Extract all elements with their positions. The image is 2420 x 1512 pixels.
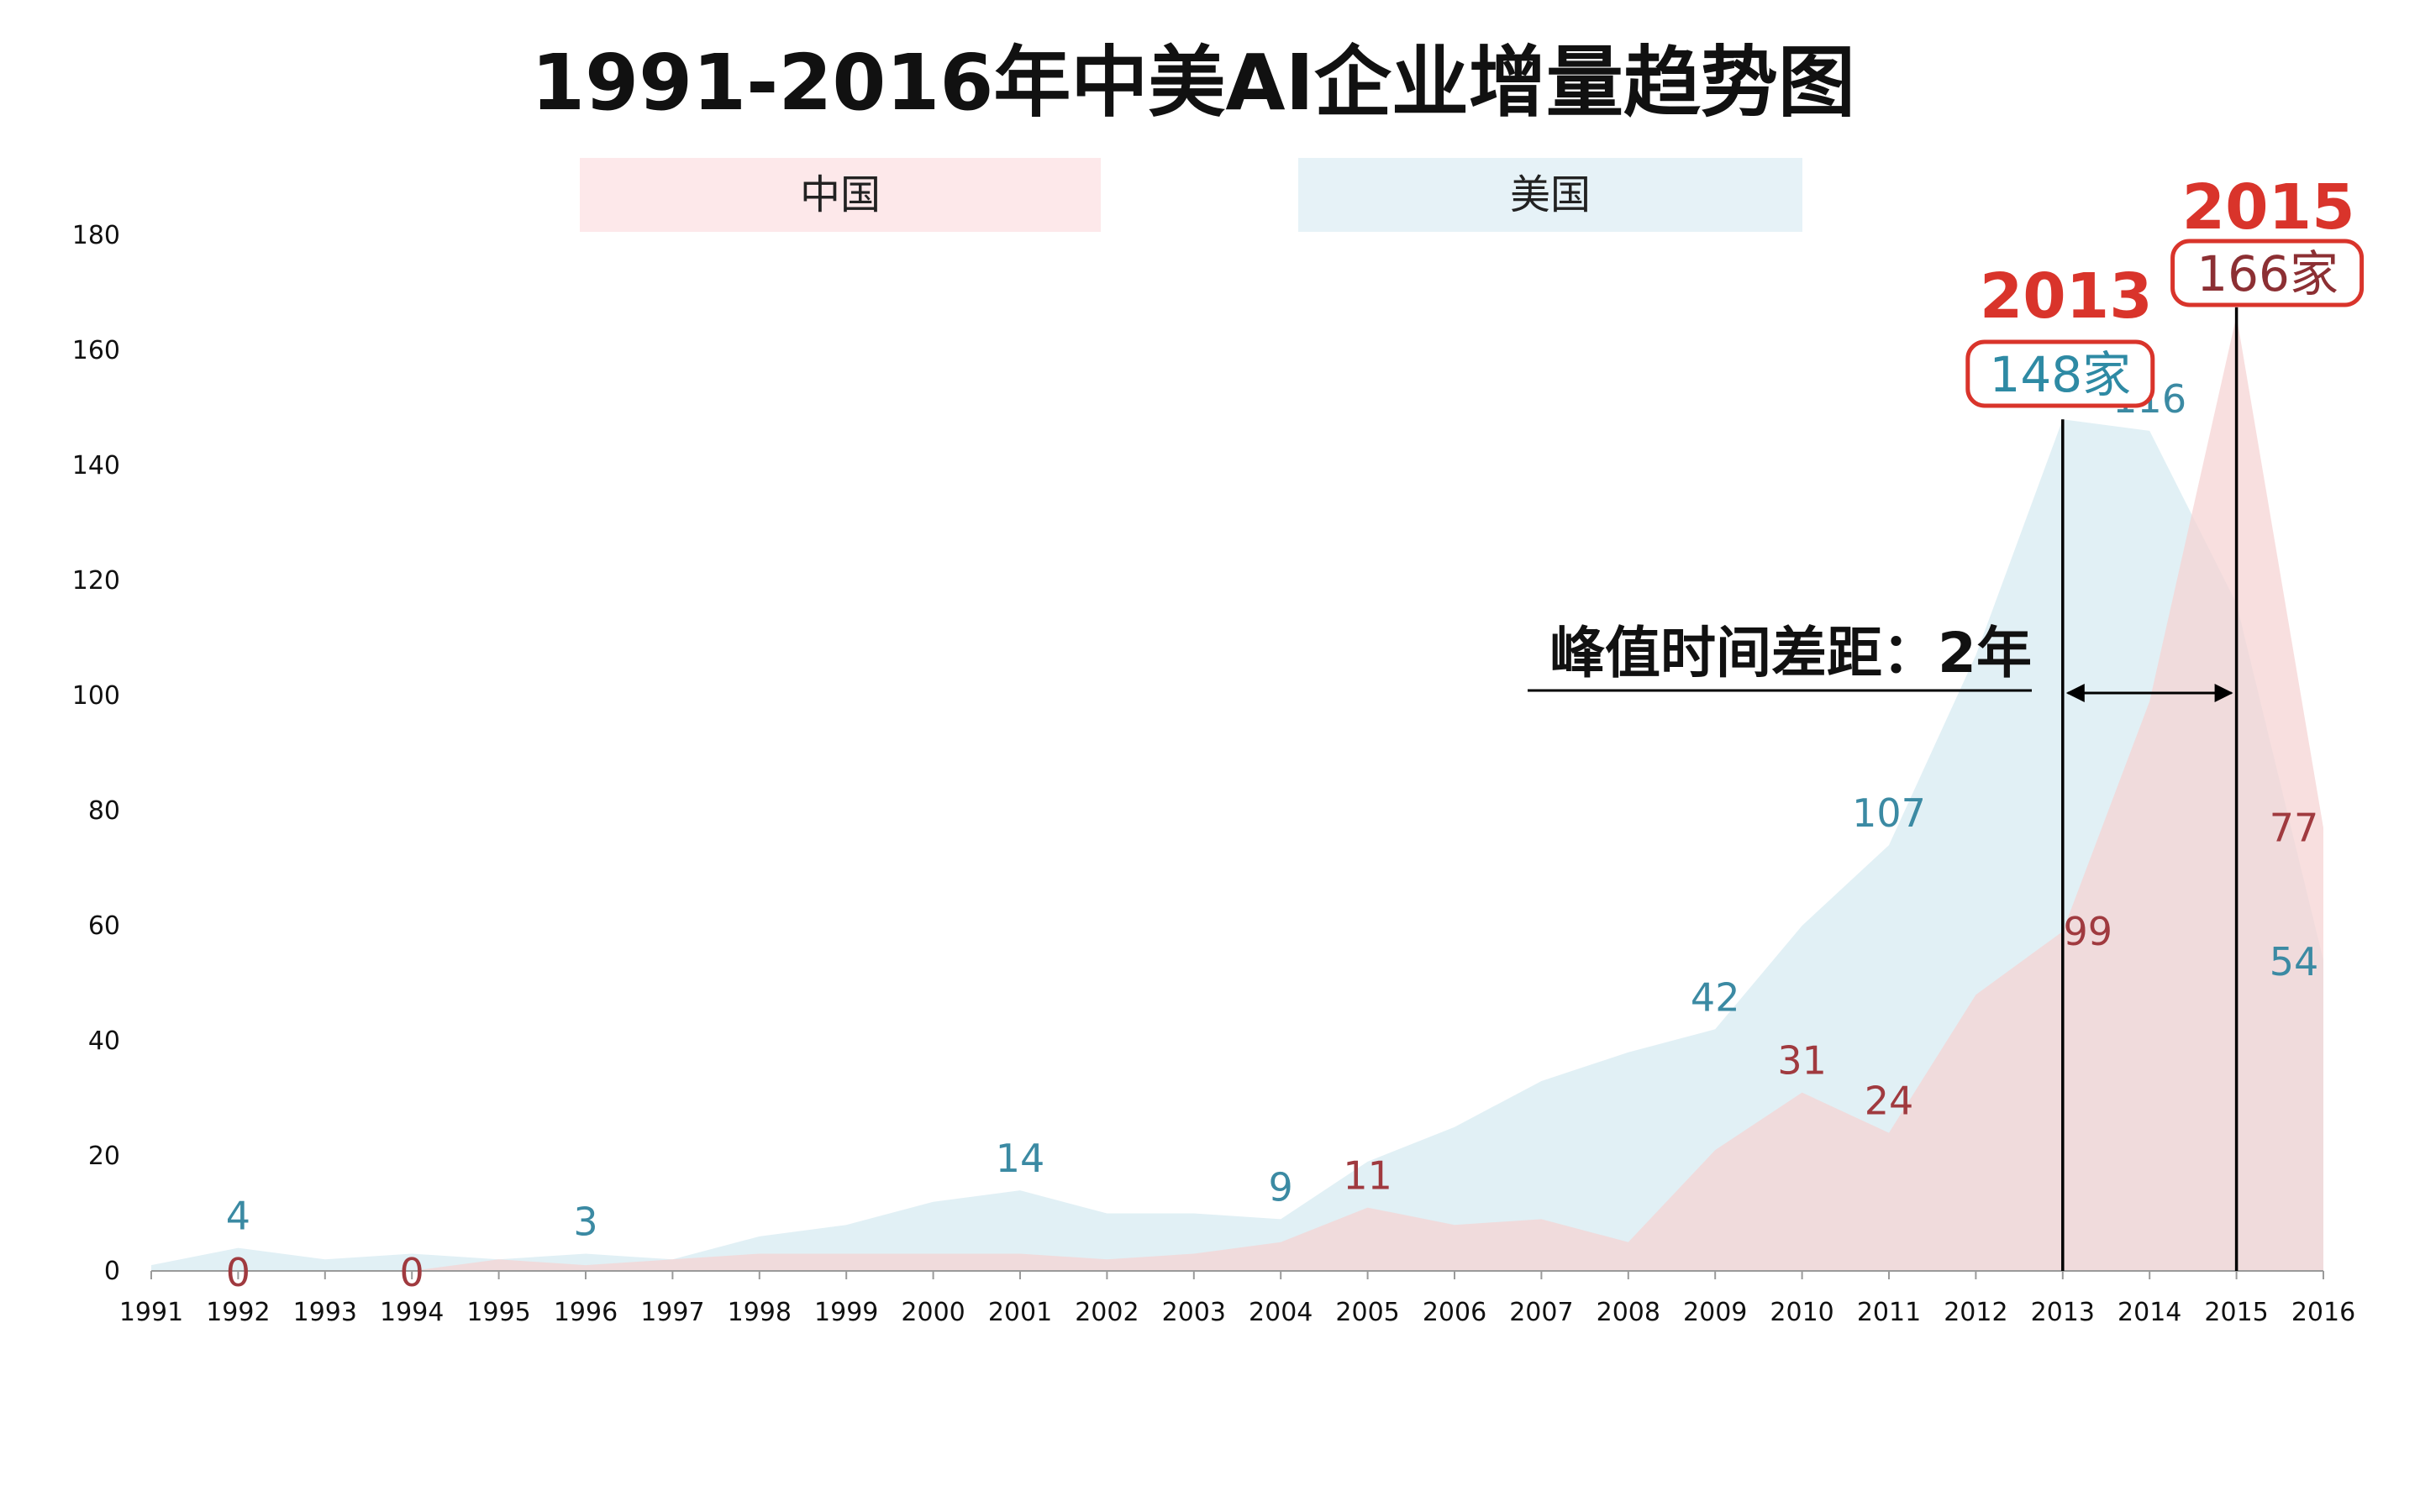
x-tick-label: 2014	[2118, 1298, 2181, 1327]
data-label-usa: 107	[1852, 790, 1926, 836]
x-tick-label: 2010	[1770, 1298, 1833, 1327]
x-tick-label: 2000	[901, 1298, 965, 1327]
gap-arrow-head-right	[2214, 684, 2233, 702]
x-tick-label: 1991	[119, 1298, 183, 1327]
peak-gap-label: 峰值时间差距：2年	[1549, 621, 2032, 685]
data-label-china: 77	[2270, 806, 2319, 851]
x-tick-label: 2001	[988, 1298, 1052, 1327]
x-tick-label: 2006	[1423, 1298, 1486, 1327]
x-tick-label: 2016	[2291, 1298, 2355, 1327]
x-tick-label: 2003	[1162, 1298, 1226, 1327]
peak-value-box-china	[2170, 239, 2365, 307]
y-tick-label: 180	[72, 221, 120, 250]
x-tick-label: 2002	[1075, 1298, 1139, 1327]
data-label-china: 99	[2064, 909, 2113, 954]
x-tick-label: 1998	[728, 1298, 792, 1327]
legend-label-usa: 美国	[1510, 171, 1591, 218]
legend-label-china: 中国	[800, 171, 881, 218]
peak-year-label-china: 2015	[2182, 171, 2355, 244]
gap-arrow-head-left	[2065, 684, 2085, 702]
x-tick-label: 2015	[2204, 1298, 2268, 1327]
data-label-china: 31	[1777, 1038, 1827, 1084]
data-label-usa: 4	[226, 1194, 250, 1239]
x-tick-label: 1992	[206, 1298, 270, 1327]
data-label-usa: 3	[573, 1199, 597, 1244]
x-tick-label: 2005	[1335, 1298, 1399, 1327]
legend: 中国 美国	[580, 158, 1802, 232]
legend-swatch-china	[580, 158, 1101, 232]
area-series-usa	[151, 419, 2323, 1271]
y-tick-label: 100	[72, 681, 120, 711]
data-label-usa: 42	[1691, 974, 1740, 1020]
x-tick-label: 1994	[380, 1298, 444, 1327]
x-tick-label: 2009	[1683, 1298, 1747, 1327]
y-tick-label: 60	[88, 911, 120, 941]
y-tick-label: 160	[72, 336, 120, 365]
x-tick-label: 2007	[1509, 1298, 1573, 1327]
y-tick-label: 120	[72, 566, 120, 596]
x-tick-label: 2008	[1597, 1298, 1660, 1327]
peak-value-label-china: 166家	[2196, 245, 2338, 302]
peak-value-box-usa	[1965, 339, 2155, 408]
data-label-usa: 9	[1269, 1164, 1293, 1210]
x-tick-label: 1996	[554, 1298, 618, 1327]
x-tick-label: 2013	[2031, 1298, 2095, 1327]
data-label-china: 24	[1865, 1079, 1914, 1124]
data-label-usa: 14	[996, 1136, 1045, 1181]
data-label-usa: 54	[2270, 939, 2319, 984]
x-tick-label: 1995	[466, 1298, 530, 1327]
x-tick-label: 2004	[1249, 1298, 1313, 1327]
data-label-china: 0	[226, 1250, 250, 1295]
legend-swatch-usa	[1298, 158, 1802, 232]
area-series-china	[151, 315, 2323, 1271]
data-label-china: 0	[400, 1250, 424, 1295]
y-tick-label: 20	[88, 1142, 120, 1171]
x-tick-label: 1997	[640, 1298, 704, 1327]
x-tick-label: 1999	[814, 1298, 878, 1327]
y-tick-label: 0	[104, 1257, 120, 1286]
chart-title: 1991-2016年中美AI企业增量趋势图	[531, 38, 1855, 128]
peak-value-label-usa: 148家	[1989, 346, 2131, 403]
y-tick-label: 80	[88, 796, 120, 826]
y-tick-label: 40	[88, 1026, 120, 1056]
y-tick-label: 140	[72, 451, 120, 480]
peak-year-label-usa: 2013	[1980, 260, 2153, 333]
x-tick-label: 2012	[1944, 1298, 2007, 1327]
x-tick-label: 1993	[293, 1298, 357, 1327]
data-label-china: 11	[1343, 1153, 1392, 1199]
x-tick-label: 2011	[1857, 1298, 1921, 1327]
